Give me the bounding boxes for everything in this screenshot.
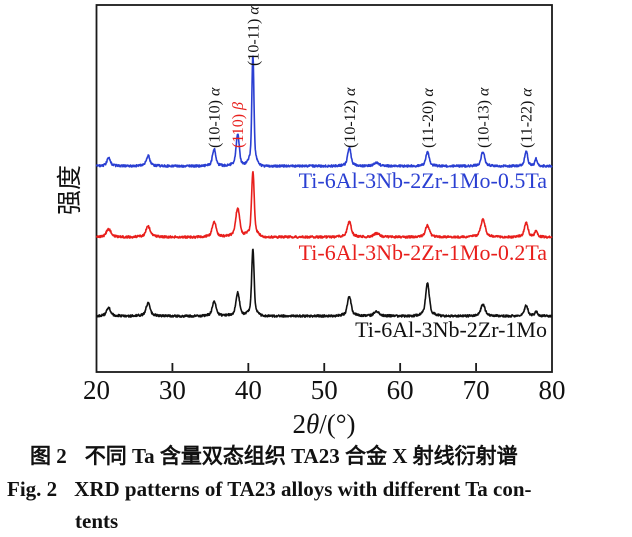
peak-label: (10-13) α [475,87,492,148]
x-axis-title-unit: /(°) [319,409,356,439]
peak-label-hkl: (110) [230,110,247,148]
peak-label: (11-22) α [519,88,536,148]
peak-label-phase: α [207,87,224,96]
x-tick-label: 20 [83,375,110,405]
x-tick-label: 50 [311,375,338,405]
peak-label-phase: α [519,88,536,97]
peak-label-phase: α [420,88,437,97]
peak-label-hkl: (11-20) [420,97,437,148]
x-tick-label: 40 [235,375,262,405]
peak-label-hkl: (10-11) [245,15,262,66]
plot-frame [95,4,553,373]
x-tick-label: 70 [463,375,490,405]
x-axis-title: 2θ/(°) [244,409,404,440]
x-axis-title-num: 2 [292,409,306,439]
x-tick-label: 60 [387,375,414,405]
peak-label: (10-10) α [207,87,224,148]
peak-label: (110) β [230,102,247,148]
peak-label: (11-20) α [420,88,437,148]
series-label-0p5ta: Ti-6Al-3Nb-2Zr-1Mo-0.5Ta [298,168,547,193]
peak-label-hkl: (11-22) [519,97,536,148]
peak-label-phase: α [342,87,359,96]
peak-label-hkl: (10-10) [207,96,224,148]
peak-label-phase: α [245,6,262,15]
x-tick-label: 80 [539,375,566,405]
y-axis-label: 强度 [57,165,84,216]
peak-label-hkl: (10-12) [342,96,359,148]
series-label-base: Ti-6Al-3Nb-2Zr-1Mo [355,317,547,342]
x-axis-title-theta: θ [305,409,320,439]
peak-label-phase: α [475,87,492,96]
caption-en-text: XRD patterns of TA23 alloys with differe… [74,477,532,501]
peak-label: (10-12) α [342,87,359,148]
peak-label-hkl: (10-13) [475,96,492,148]
caption-zh-label: 图 2 [30,444,67,468]
xrd-curve [96,248,553,318]
caption-en-label: Fig. 2 [7,477,58,501]
peak-label: (10-11) α [245,6,262,66]
peak-label-phase: β [230,102,247,111]
caption-en-continued: tents [75,509,119,533]
caption-zh: 图 2 不同 Ta 含量双态组织 TA23 合金 X 射线衍射谱 [30,443,518,469]
caption-en: Fig. 2 XRD patterns of TA23 alloys with d… [7,476,532,502]
xrd-curve [95,170,553,239]
series-label-0p2ta: Ti-6Al-3Nb-2Zr-1Mo-0.2Ta [298,240,547,265]
caption-zh-text: 不同 Ta 含量双态组织 TA23 合金 X 射线衍射谱 [84,444,518,468]
x-tick-label: 30 [159,375,186,405]
xrd-curve [95,55,553,168]
